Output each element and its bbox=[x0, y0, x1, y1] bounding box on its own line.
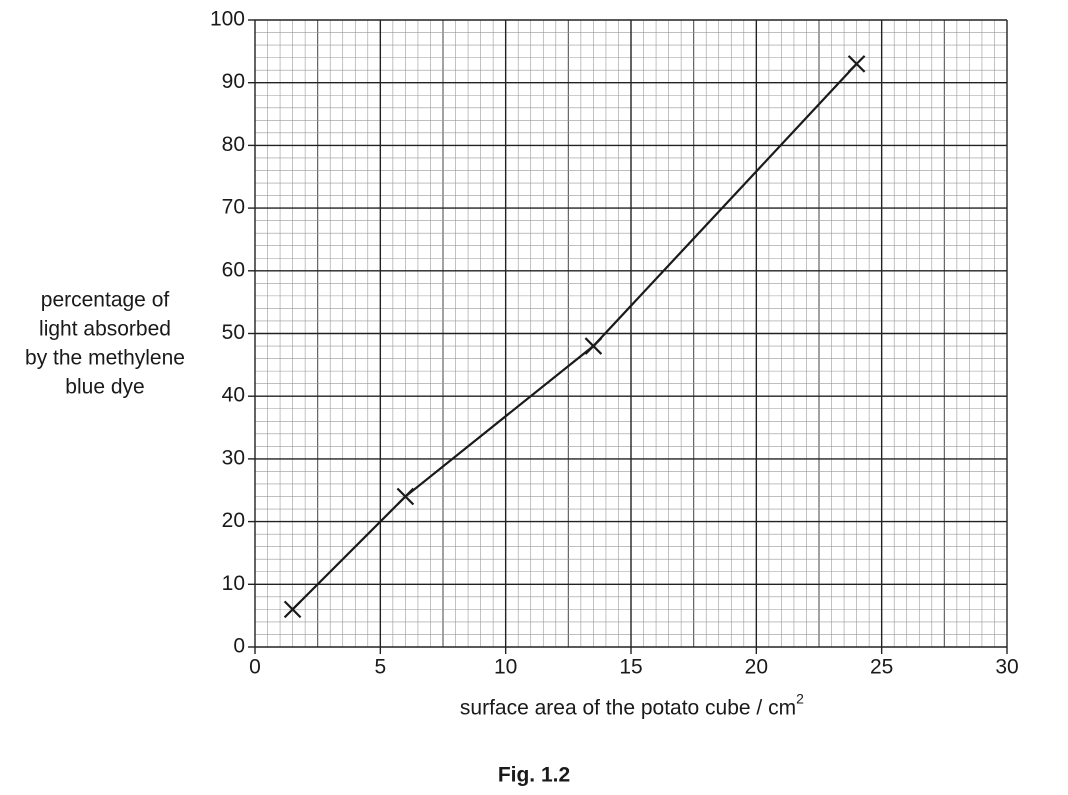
x-tick-label: 5 bbox=[374, 656, 386, 679]
data-line bbox=[291, 63, 858, 611]
x-tick-label: 30 bbox=[995, 656, 1018, 679]
y-tick-label: 30 bbox=[222, 446, 245, 469]
y-tick-label: 20 bbox=[222, 509, 245, 532]
x-tick-label: 25 bbox=[870, 656, 893, 679]
y-tick-label: 70 bbox=[222, 196, 245, 219]
y-axis-label: light absorbed bbox=[39, 318, 171, 341]
y-tick-label: 100 bbox=[210, 8, 245, 31]
x-axis-label-superscript: 2 bbox=[796, 691, 804, 707]
x-tick-label: 10 bbox=[494, 656, 517, 679]
x-tick-label: 20 bbox=[745, 656, 768, 679]
chart-title: Fig. 1.2 bbox=[498, 764, 570, 787]
y-tick-label: 50 bbox=[222, 321, 245, 344]
x-axis-label: surface area of the potato cube / cm bbox=[460, 697, 796, 720]
y-axis-label: by the methylene bbox=[25, 347, 185, 370]
y-axis-label: blue dye bbox=[65, 376, 144, 399]
data-point bbox=[584, 337, 603, 355]
x-tick-label: 15 bbox=[619, 656, 642, 679]
y-tick-label: 80 bbox=[222, 133, 245, 156]
y-axis-label: percentage of bbox=[41, 289, 170, 312]
x-tick-label: 0 bbox=[249, 656, 261, 679]
data-point bbox=[847, 55, 866, 73]
y-tick-label: 90 bbox=[222, 70, 245, 93]
data-point bbox=[396, 487, 415, 506]
y-tick-label: 40 bbox=[222, 384, 245, 407]
y-tick-label: 60 bbox=[222, 258, 245, 281]
data-point bbox=[283, 600, 302, 619]
y-tick-label: 10 bbox=[222, 572, 245, 595]
y-tick-label: 0 bbox=[233, 635, 245, 658]
